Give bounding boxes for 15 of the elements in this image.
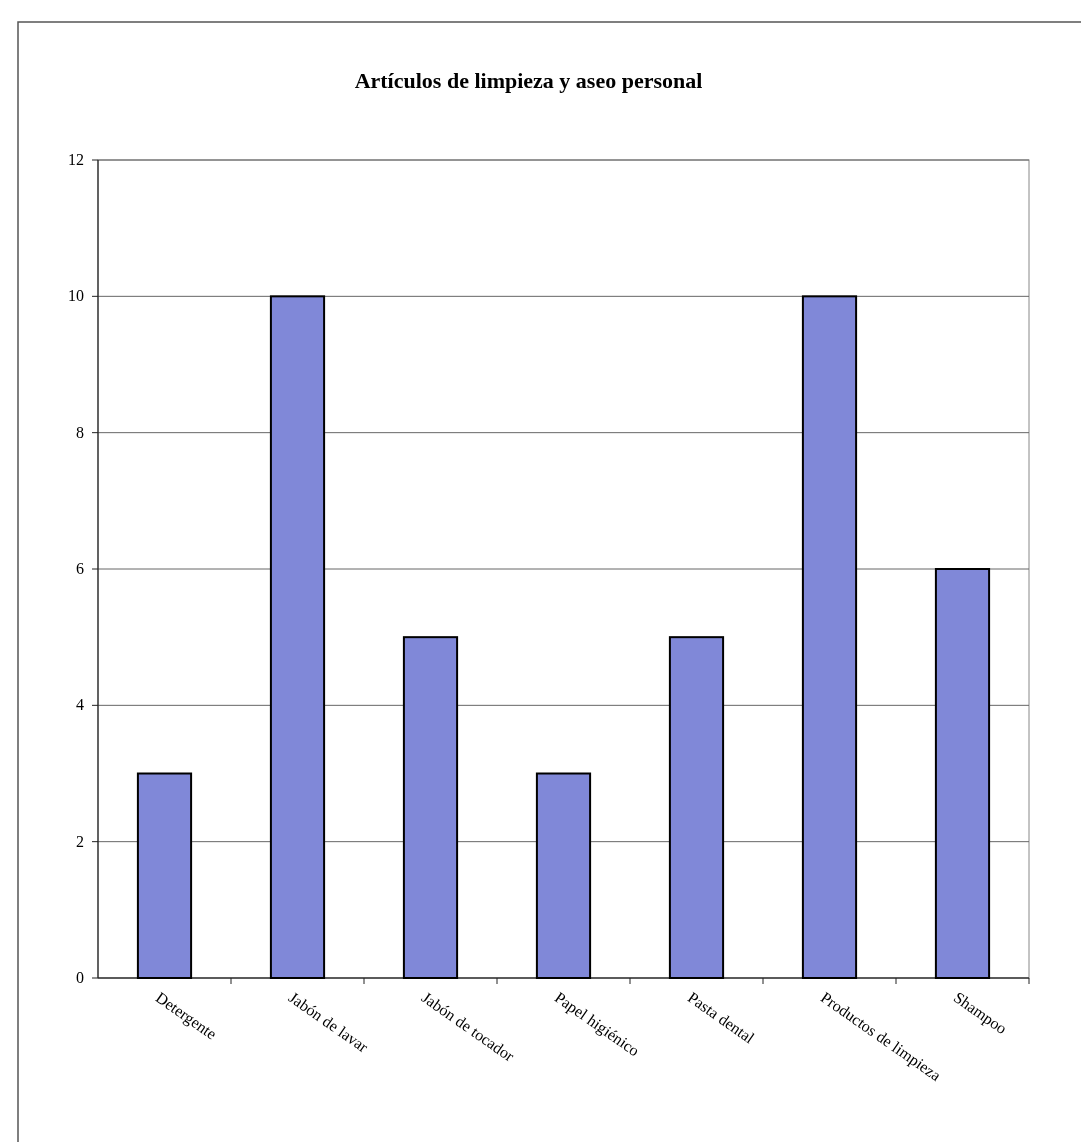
bar [269, 295, 326, 979]
bar [934, 568, 991, 979]
bar [535, 772, 592, 979]
y-tick-label: 0 [76, 969, 84, 986]
bar [402, 636, 459, 979]
bar [668, 636, 725, 979]
y-tick-label: 2 [76, 832, 84, 850]
chart-title: Artículos de limpieza y aseo personal [354, 68, 703, 93]
y-tick-label: 10 [68, 287, 84, 305]
y-tick-label: 6 [76, 560, 84, 577]
y-tick-label: 8 [76, 423, 84, 441]
bar [801, 295, 858, 979]
y-tick-label: 12 [68, 151, 84, 168]
bar [136, 772, 193, 979]
y-tick-label: 4 [76, 696, 84, 714]
